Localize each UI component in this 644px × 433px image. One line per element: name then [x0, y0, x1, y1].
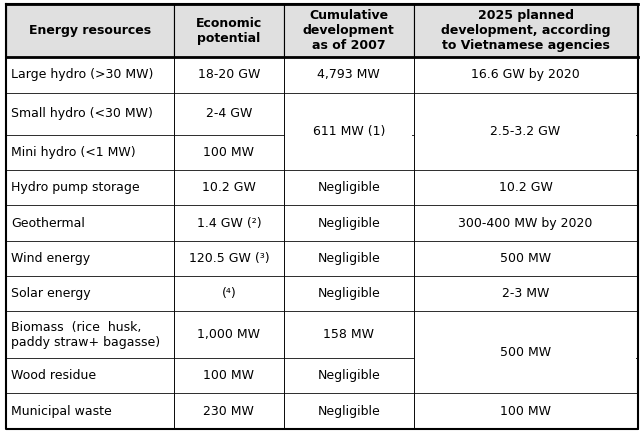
Text: 100 MW: 100 MW	[500, 404, 551, 417]
Bar	[415, 355, 636, 359]
Bar	[413, 93, 638, 135]
Bar	[6, 206, 174, 241]
Text: 2.5-3.2 GW: 2.5-3.2 GW	[491, 125, 561, 138]
Text: Negligible: Negligible	[317, 287, 380, 300]
Text: 18-20 GW: 18-20 GW	[198, 68, 260, 81]
Text: Solar energy: Solar energy	[12, 287, 91, 300]
Text: Hydro pump storage: Hydro pump storage	[12, 181, 140, 194]
Text: Negligible: Negligible	[317, 404, 380, 417]
Text: 100 MW: 100 MW	[204, 369, 254, 382]
Text: 2-4 GW: 2-4 GW	[205, 107, 252, 120]
Text: Geothermal: Geothermal	[12, 216, 86, 229]
Bar	[284, 170, 413, 206]
Bar	[174, 206, 284, 241]
Text: Municipal waste: Municipal waste	[12, 404, 112, 417]
Bar	[174, 311, 284, 358]
Bar	[413, 170, 638, 206]
Text: 2025 planned
development, according
to Vietnamese agencies: 2025 planned development, according to V…	[440, 10, 611, 52]
Text: Cumulative
development
as of 2007: Cumulative development as of 2007	[303, 10, 395, 52]
Bar	[174, 93, 284, 135]
Bar	[284, 358, 413, 393]
Text: Wind energy: Wind energy	[12, 252, 91, 265]
Bar	[174, 358, 284, 393]
Text: Negligible: Negligible	[317, 369, 380, 382]
Bar	[284, 57, 413, 93]
Text: 10.2 GW: 10.2 GW	[202, 181, 256, 194]
Bar	[415, 132, 636, 136]
Text: Wood residue: Wood residue	[12, 369, 97, 382]
Text: Negligible: Negligible	[317, 252, 380, 265]
Bar	[6, 57, 174, 93]
Bar	[413, 358, 638, 393]
Bar	[413, 206, 638, 241]
Bar	[6, 358, 174, 393]
Text: Biomass  (rice  husk,
paddy straw+ bagasse): Biomass (rice husk, paddy straw+ bagasse…	[12, 321, 160, 349]
Text: Economic
potential: Economic potential	[196, 17, 262, 45]
Text: 500 MW: 500 MW	[500, 346, 551, 359]
Text: 611 MW (1): 611 MW (1)	[312, 125, 385, 138]
Bar	[413, 393, 638, 429]
Text: 100 MW: 100 MW	[204, 146, 254, 159]
Bar	[174, 135, 284, 170]
Bar	[413, 276, 638, 311]
Bar	[174, 170, 284, 206]
Text: 120.5 GW (³): 120.5 GW (³)	[189, 252, 269, 265]
Text: 1,000 MW: 1,000 MW	[198, 328, 260, 341]
Bar	[413, 241, 638, 276]
Bar	[284, 93, 413, 135]
Text: Negligible: Negligible	[317, 216, 380, 229]
Text: 300-400 MW by 2020: 300-400 MW by 2020	[459, 216, 592, 229]
Bar	[413, 57, 638, 93]
Bar	[6, 4, 174, 57]
Bar	[174, 57, 284, 93]
Text: 16.6 GW by 2020: 16.6 GW by 2020	[471, 68, 580, 81]
Text: Negligible: Negligible	[317, 181, 380, 194]
Bar	[6, 311, 174, 358]
Bar	[284, 276, 413, 311]
Bar	[6, 170, 174, 206]
Text: 4,793 MW: 4,793 MW	[317, 68, 380, 81]
Text: 10.2 GW: 10.2 GW	[498, 181, 553, 194]
Bar	[413, 4, 638, 57]
Bar	[174, 393, 284, 429]
Bar	[284, 241, 413, 276]
Text: Small hydro (<30 MW): Small hydro (<30 MW)	[12, 107, 153, 120]
Text: Mini hydro (<1 MW): Mini hydro (<1 MW)	[12, 146, 136, 159]
Bar	[6, 135, 174, 170]
Bar	[284, 135, 413, 170]
Text: (⁴): (⁴)	[222, 287, 236, 300]
Bar	[284, 4, 413, 57]
Text: Large hydro (>30 MW): Large hydro (>30 MW)	[12, 68, 154, 81]
Text: 230 MW: 230 MW	[204, 404, 254, 417]
Bar	[284, 311, 413, 358]
Bar	[6, 276, 174, 311]
Bar	[174, 276, 284, 311]
Bar	[174, 241, 284, 276]
Bar	[6, 93, 174, 135]
Bar	[6, 241, 174, 276]
Text: 158 MW: 158 MW	[323, 328, 374, 341]
Bar	[413, 135, 638, 170]
Text: 2-3 MW: 2-3 MW	[502, 287, 549, 300]
Bar	[285, 132, 412, 136]
Text: 1.4 GW (²): 1.4 GW (²)	[196, 216, 261, 229]
Text: Energy resources: Energy resources	[29, 24, 151, 37]
Bar	[174, 4, 284, 57]
Bar	[284, 393, 413, 429]
Bar	[413, 311, 638, 358]
Bar	[284, 206, 413, 241]
Text: 500 MW: 500 MW	[500, 252, 551, 265]
Bar	[6, 393, 174, 429]
